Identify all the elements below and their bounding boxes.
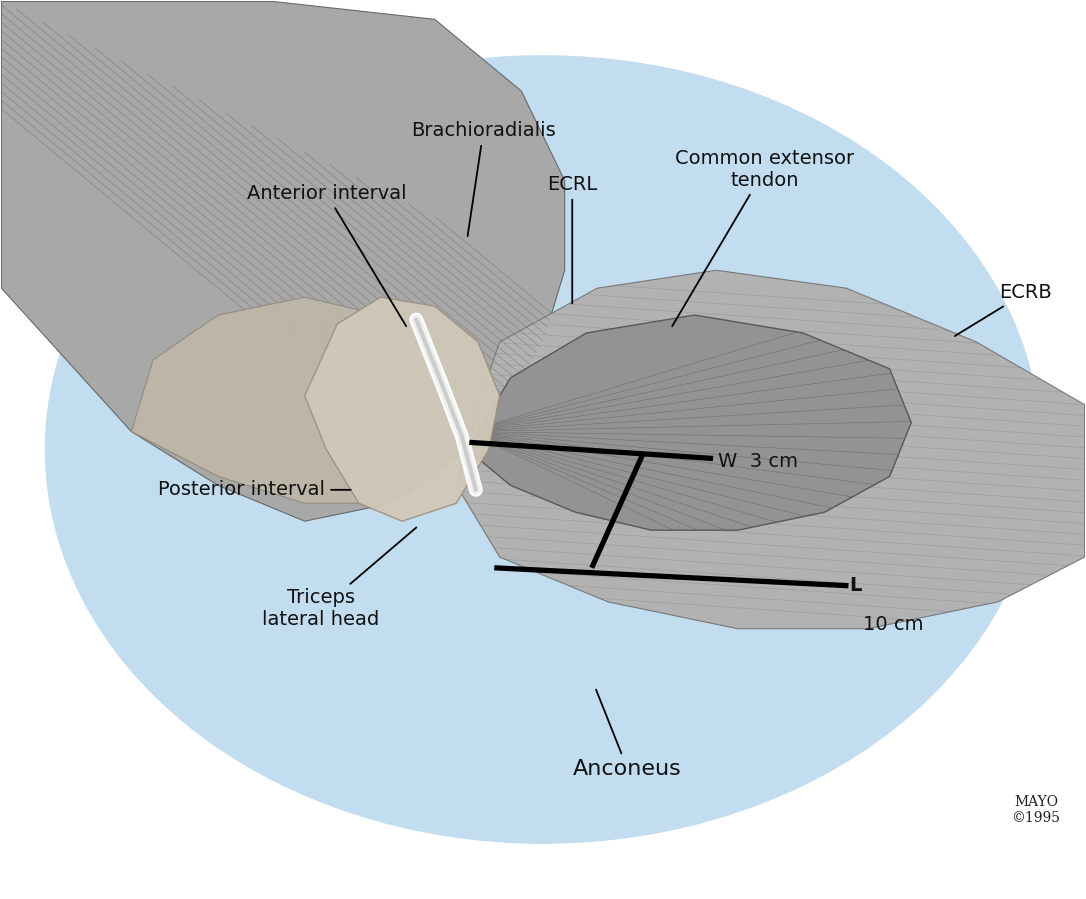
Ellipse shape — [45, 55, 1041, 844]
Text: Common extensor
tendon: Common extensor tendon — [672, 148, 855, 326]
Polygon shape — [1, 2, 565, 521]
Text: ECRB: ECRB — [955, 283, 1052, 336]
Text: 10 cm: 10 cm — [862, 615, 923, 635]
Polygon shape — [456, 271, 1085, 628]
Polygon shape — [467, 315, 911, 530]
Text: W  3 cm: W 3 cm — [719, 451, 798, 471]
Polygon shape — [1, 2, 565, 521]
Text: Posterior interval: Posterior interval — [159, 480, 351, 499]
Text: ECRL: ECRL — [547, 175, 597, 303]
Text: Brachioradialis: Brachioradialis — [411, 121, 556, 236]
Polygon shape — [467, 315, 911, 530]
Text: Anconeus: Anconeus — [573, 690, 682, 779]
Text: MAYO
©1995: MAYO ©1995 — [1011, 795, 1060, 824]
Text: L: L — [849, 576, 862, 595]
Polygon shape — [305, 298, 500, 521]
Text: Triceps
lateral head: Triceps lateral head — [263, 528, 416, 629]
Text: Anterior interval: Anterior interval — [247, 184, 406, 326]
Polygon shape — [456, 271, 1085, 628]
Polygon shape — [131, 298, 467, 503]
